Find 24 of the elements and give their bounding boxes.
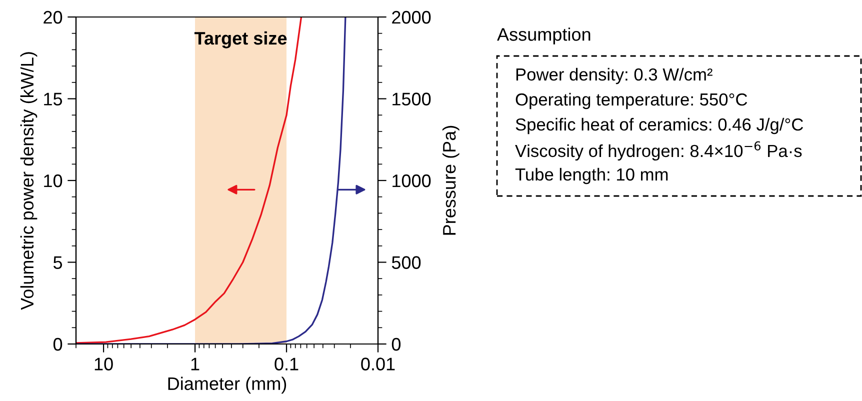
x-tick-label: 1 (191, 358, 200, 370)
band-label: Target size (194, 31, 287, 48)
text: Assumption (497, 28, 590, 44)
text: Tube length: 10 mm (515, 168, 668, 184)
y2-axis-title: Pressure (Pa) (442, 126, 460, 235)
y-tick-label: 0 (53, 338, 62, 351)
x-tick-label: 0.1 (274, 358, 298, 370)
x-axis-title: Diameter (mm) (168, 376, 286, 394)
y-tick-label: 20 (44, 10, 62, 24)
y-tick-label: 10 (44, 174, 62, 188)
y-tick-label: 5 (53, 256, 62, 269)
y-axis-title: Volumetric power density (kW/L) (20, 52, 38, 310)
text: Specific heat of ceramics: 0.46 J/g/°C (516, 118, 804, 134)
x-tick-label: 10 (94, 358, 113, 370)
y2-tick-label: 0 (392, 338, 401, 351)
y2-tick-label: 1500 (392, 92, 431, 106)
y2-tick-label: 2000 (392, 10, 431, 24)
text: Power density: 0.3 W/cm² (516, 68, 712, 84)
text: Operating temperature: 550°C (516, 92, 748, 110)
x-tick-label: 0.01 (361, 358, 395, 370)
y2-tick-label: 500 (392, 256, 421, 269)
y2-tick-label: 1000 (392, 174, 431, 188)
text: Viscosity of hydrogen: 8.4×10$^{−6}$ Pa·s (515, 141, 802, 161)
y-tick-label: 15 (44, 92, 62, 106)
